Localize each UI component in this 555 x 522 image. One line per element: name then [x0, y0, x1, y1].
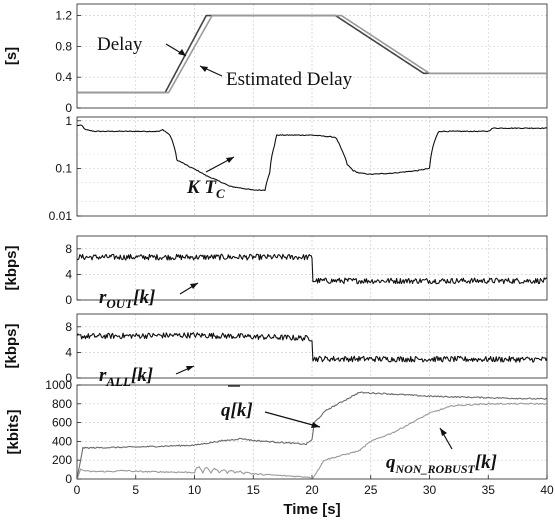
xtick-label: 25	[364, 483, 378, 497]
ytick-label: 800	[52, 397, 72, 411]
annotation-q-non-robust-arrowhead	[440, 428, 447, 436]
annotation-ktc-main: K T	[186, 177, 217, 198]
annotation-q-non-robust: qNON_ROBUST[k]	[386, 452, 497, 476]
ytick-label: 1.2	[55, 9, 72, 23]
ytick-label: 0.8	[55, 39, 72, 53]
ytick-label: 0.4	[55, 70, 72, 84]
x-axis: 0 5 10 15 20 25 30 35 40 Time [s]	[74, 475, 554, 518]
series-line	[77, 391, 547, 479]
panel-delay: 0 0.4 0.8 1.2 [s]	[3, 3, 548, 115]
xtick-label: 10	[188, 483, 202, 497]
annotation-q-arrow	[264, 411, 321, 428]
panel-frame	[76, 116, 548, 217]
ylabel-delay: [s]	[3, 47, 20, 65]
panel-r-out: 0 4 8 [kbps]	[3, 235, 548, 307]
series-line	[77, 253, 547, 285]
xlabel: Time [s]	[283, 501, 340, 518]
xtick-label: 20	[305, 483, 319, 497]
ytick-label: 400	[52, 434, 72, 448]
ytick-label: 0	[65, 371, 72, 385]
xtick-label: 35	[482, 483, 496, 497]
ytick-label: 0.01	[49, 209, 73, 223]
annotation-delay-arrowhead	[178, 49, 186, 56]
annotation-ktc-arrowhead	[226, 157, 234, 163]
annotation-ktc: K TC	[186, 177, 225, 201]
ytick-label: 8	[65, 242, 72, 256]
xtick-label: 40	[540, 483, 554, 497]
series-line	[77, 14, 547, 94]
annotation-estimated-delay: Estimated Delay	[226, 69, 353, 90]
annotation-q: q[k]	[221, 400, 253, 421]
ylabel-r-all: [kbps]	[3, 323, 20, 368]
ytick-label: 4	[65, 345, 72, 359]
xtick-label: 15	[247, 483, 261, 497]
ytick-label: 8	[65, 320, 72, 334]
ytick-label: 0	[65, 293, 72, 307]
annotation-r-out-arrowhead	[190, 283, 198, 289]
ytick-label: 600	[52, 416, 72, 430]
ytick-label: 0	[65, 101, 72, 115]
annotation-r-all: rALL[k]	[99, 365, 153, 389]
xtick-label: 5	[132, 483, 139, 497]
annotation-ktc-sub: C	[216, 186, 225, 201]
panel-ktc: 0.01 0.1 1	[49, 114, 548, 223]
panel-frame	[76, 235, 548, 301]
xtick-label: 0	[74, 483, 81, 497]
annotation-r-out: rOUT[k]	[99, 287, 155, 311]
ytick-label: 200	[52, 453, 72, 467]
xtick-label: 30	[423, 483, 437, 497]
ytick-label: 1	[65, 114, 72, 128]
ytick-label: 1000	[45, 378, 72, 392]
ytick-label: 0	[65, 472, 72, 486]
panel-frame	[76, 3, 548, 109]
series-line	[77, 124, 547, 192]
ylabel-r-out: [kbps]	[3, 245, 20, 290]
panel-frame	[76, 313, 548, 379]
annotation-delay: Delay	[97, 34, 143, 55]
panel-r-all: 0 4 8 [kbps]	[3, 313, 548, 385]
annotation-q-arrowhead	[311, 422, 320, 428]
annotation-r-all-arrowhead	[186, 366, 194, 371]
ylabel-queue: [kbits]	[5, 409, 22, 454]
series-line	[77, 332, 547, 363]
ytick-label: 0.1	[55, 161, 72, 175]
ytick-label: 4	[65, 267, 72, 281]
annotation-estimated-delay-arrowhead	[200, 66, 208, 72]
